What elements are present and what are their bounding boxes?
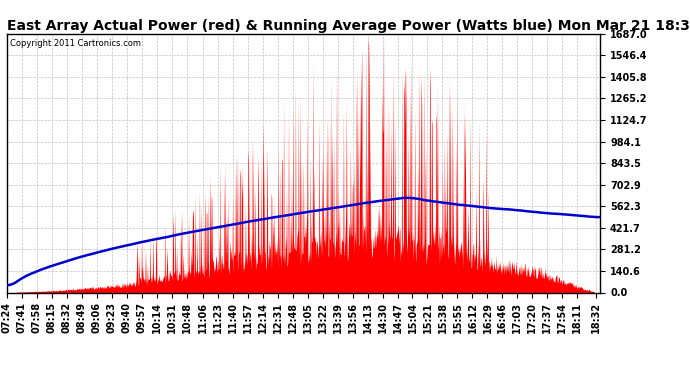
Text: Copyright 2011 Cartronics.com: Copyright 2011 Cartronics.com <box>10 39 141 48</box>
Text: East Array Actual Power (red) & Running Average Power (Watts blue) Mon Mar 21 18: East Array Actual Power (red) & Running … <box>7 19 690 33</box>
